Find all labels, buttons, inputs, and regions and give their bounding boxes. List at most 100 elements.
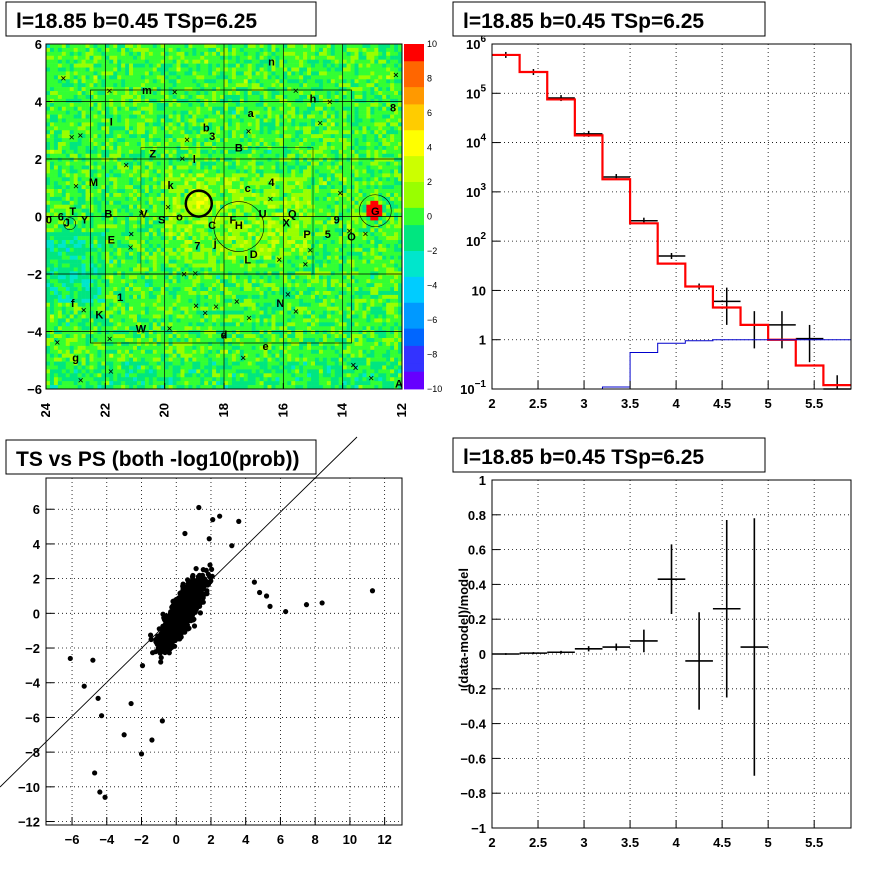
heatmap-cell [224, 196, 229, 202]
heatmap-cell [330, 243, 336, 249]
heatmap-cell [220, 47, 225, 53]
heatmap-cell [216, 161, 221, 166]
heatmap-cell [386, 173, 391, 178]
heatmap-cell [160, 122, 165, 127]
heatmap-cell [239, 91, 245, 96]
heatmap-cell [322, 79, 328, 84]
heatmap-cell [61, 189, 67, 194]
heatmap-cell [263, 63, 268, 68]
heatmap-cell [374, 255, 379, 260]
heatmap-cell [334, 216, 340, 221]
heatmap-cell [164, 169, 169, 174]
heatmap-cell [180, 79, 185, 84]
heatmap-cell [251, 71, 256, 76]
heatmap-cell [374, 177, 379, 182]
heatmap-cell [303, 196, 308, 202]
heatmap-cell [46, 255, 51, 260]
heatmap-cell [354, 102, 359, 108]
heatmap-cell [291, 212, 296, 217]
heatmap-cell [299, 208, 304, 213]
heatmap-cell [208, 181, 213, 186]
heatmap-cell [291, 126, 296, 131]
heatmap-cell [255, 114, 260, 119]
heatmap-cell [295, 75, 300, 80]
heatmap-cell [354, 165, 359, 170]
heatmap-cell [152, 157, 158, 162]
heatmap-cell [307, 247, 312, 253]
heatmap-cell [97, 169, 102, 174]
heatmap-cell [105, 91, 110, 96]
heatmap-cell [46, 161, 51, 166]
heatmap-cell [322, 102, 328, 108]
heatmap-cell [77, 83, 82, 88]
heatmap-cell [362, 181, 367, 186]
heatmap-cell [69, 55, 74, 60]
heatmap-cell [386, 142, 391, 147]
heatmap-cell [295, 118, 300, 123]
heatmap-cell [105, 212, 110, 217]
heatmap-cell [394, 200, 399, 206]
heatmap-cell [89, 110, 94, 115]
heatmap-cell [164, 189, 169, 194]
heatmap-cell [358, 102, 363, 108]
heatmap-cell [156, 196, 162, 202]
heatmap-cell [239, 220, 245, 225]
heatmap-cell [152, 44, 158, 49]
heatmap-cell [65, 91, 71, 96]
heatmap-cell [117, 185, 122, 190]
heatmap-cell [144, 63, 150, 68]
heatmap-cell [61, 255, 67, 260]
heatmap-cell [239, 98, 245, 104]
heatmap-cell [65, 255, 71, 260]
heatmap-cell [113, 106, 118, 111]
heatmap-cell [216, 126, 221, 131]
heatmap-cell [77, 122, 82, 127]
heatmap-cell [382, 251, 387, 256]
heatmap-cell [160, 110, 165, 115]
heatmap-cell [267, 200, 272, 206]
heatmap-cell [394, 59, 399, 64]
heatmap-cell [148, 157, 154, 162]
heatmap-cell [362, 47, 367, 53]
heatmap-cell [89, 98, 94, 104]
heatmap-cell [334, 200, 340, 206]
heatmap-cell [267, 47, 272, 53]
heatmap-cell [89, 75, 94, 80]
heatmap-cell [354, 212, 359, 217]
heatmap-cell [192, 157, 197, 162]
heatmap-cell [259, 102, 264, 108]
heatmap-cell [117, 134, 122, 139]
heatmap-cell [322, 240, 328, 245]
heatmap-cell [287, 165, 292, 170]
heatmap-cell [251, 185, 256, 190]
heatmap-cell [46, 157, 51, 162]
heatmap-cell [271, 189, 276, 194]
heatmap-cell [283, 189, 288, 194]
heatmap-cell [192, 232, 197, 237]
heatmap-cell [65, 126, 71, 131]
heatmap-cell [220, 79, 225, 84]
heatmap-cell [314, 165, 320, 170]
heatmap-cell [366, 106, 371, 111]
heatmap-cell [85, 126, 90, 131]
heatmap-cell [259, 83, 264, 88]
heatmap-cell [117, 240, 122, 245]
heatmap-cell [224, 177, 229, 182]
heatmap-cell [398, 236, 403, 241]
heatmap-cell [231, 87, 237, 92]
heatmap-cell [200, 232, 205, 237]
heatmap-cell [263, 157, 268, 162]
heatmap-cell [334, 122, 340, 127]
heatmap-cell [212, 87, 217, 92]
heatmap-cell [318, 98, 324, 104]
heatmap-cell [291, 122, 296, 127]
heatmap-cell [374, 83, 379, 88]
heatmap-cell [314, 189, 320, 194]
heatmap-cell [184, 67, 189, 72]
heatmap-cell [350, 138, 355, 143]
heatmap-cell [322, 63, 328, 68]
heatmap-cell [243, 55, 249, 60]
heatmap-cell [386, 247, 391, 253]
heatmap-cell [220, 169, 225, 174]
heatmap-cell [255, 91, 260, 96]
